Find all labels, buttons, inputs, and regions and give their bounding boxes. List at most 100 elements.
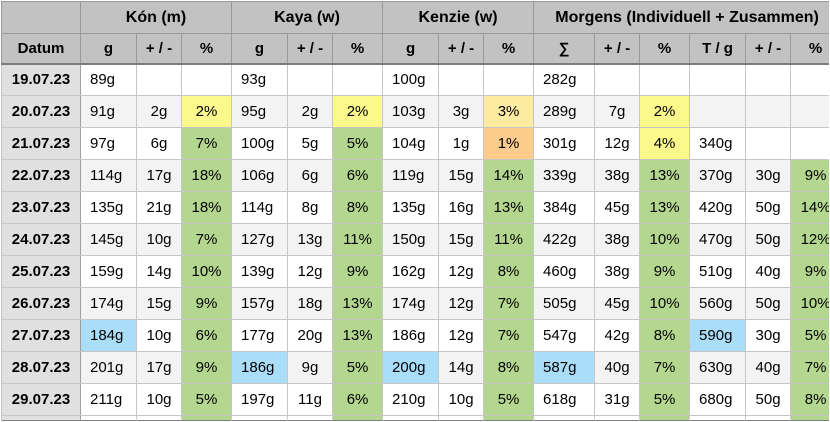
cell-r10-c11[interactable]: 5%: [639, 383, 691, 416]
column-header-4[interactable]: g: [231, 33, 289, 65]
date-cell[interactable]: 23.07.23: [1, 191, 81, 224]
cell-r8-c0[interactable]: 184g: [80, 319, 137, 352]
cell-r2-c10[interactable]: 12g: [594, 127, 641, 160]
cell-r7-c8[interactable]: 7%: [483, 287, 535, 320]
cell-r9-c3[interactable]: 186g: [231, 351, 289, 384]
group-header-kaya[interactable]: Kaya (w): [231, 1, 384, 34]
cell-r1-c6[interactable]: 103g: [382, 95, 440, 128]
cell-r8-c2[interactable]: 6%: [180, 319, 233, 352]
cell-r9-c0[interactable]: 201g: [80, 351, 137, 384]
cell-r1-c1[interactable]: 2g: [136, 95, 182, 128]
cell-r2-c14[interactable]: [790, 127, 829, 160]
cell-r1-c14[interactable]: [790, 95, 829, 128]
cell-r1-c13[interactable]: [745, 95, 792, 128]
cell-r5-c13[interactable]: 50g: [745, 223, 792, 256]
cell-r7-c10[interactable]: 45g: [594, 287, 641, 320]
cell-r4-c12[interactable]: 420g: [689, 191, 747, 224]
column-header-5[interactable]: + / -: [287, 33, 334, 65]
cell-r8-c5[interactable]: 13%: [332, 319, 384, 352]
date-cell[interactable]: 26.07.23: [1, 287, 81, 320]
column-header-14[interactable]: + / -: [745, 33, 792, 65]
cell-r5-c6[interactable]: 150g: [382, 223, 440, 256]
cell-r7-c11[interactable]: 10%: [639, 287, 691, 320]
cell-r5-c3[interactable]: 127g: [231, 223, 289, 256]
column-header-6[interactable]: %: [332, 33, 384, 65]
date-cell[interactable]: 22.07.23: [1, 159, 81, 192]
cell-r3-c11[interactable]: 13%: [639, 159, 691, 192]
cell-r2-c7[interactable]: 1g: [438, 127, 485, 160]
cell-r10-c9[interactable]: 618g: [533, 383, 596, 416]
date-cell[interactable]: 28.07.23: [1, 351, 81, 384]
cell-r5-c2[interactable]: 7%: [180, 223, 233, 256]
date-cell[interactable]: 20.07.23: [1, 95, 81, 128]
cell-r2-c5[interactable]: 5%: [332, 127, 384, 160]
cell-r6-c14[interactable]: 9%: [790, 255, 829, 288]
cell-r10-c13[interactable]: 50g: [745, 383, 792, 416]
cell-r5-c5[interactable]: 11%: [332, 223, 384, 256]
cell-r6-c7[interactable]: 12g: [438, 255, 485, 288]
cell-r4-c9[interactable]: 384g: [533, 191, 596, 224]
date-cell[interactable]: 29.07.23: [1, 383, 81, 416]
cell-r5-c10[interactable]: 38g: [594, 223, 641, 256]
cell-r10-c2[interactable]: 5%: [180, 383, 233, 416]
cell-r8-c7[interactable]: 12g: [438, 319, 485, 352]
date-cell[interactable]: 19.07.23: [1, 63, 81, 96]
cell-r2-c1[interactable]: 6g: [136, 127, 182, 160]
cell-r5-c9[interactable]: 422g: [533, 223, 596, 256]
cell-r7-c1[interactable]: 15g: [136, 287, 182, 320]
cell-r0-c7[interactable]: [438, 63, 485, 96]
cell-r9-c9[interactable]: 587g: [533, 351, 596, 384]
cell-r7-c7[interactable]: 12g: [438, 287, 485, 320]
cell-r11-c9[interactable]: [533, 415, 596, 421]
cell-r4-c5[interactable]: 8%: [332, 191, 384, 224]
cell-r8-c11[interactable]: 8%: [639, 319, 691, 352]
cell-r2-c4[interactable]: 5g: [287, 127, 334, 160]
cell-r7-c0[interactable]: 174g: [80, 287, 137, 320]
cell-r7-c4[interactable]: 18g: [287, 287, 334, 320]
cell-r11-c10[interactable]: [594, 415, 641, 421]
cell-r7-c5[interactable]: 13%: [332, 287, 384, 320]
cell-r6-c12[interactable]: 510g: [689, 255, 747, 288]
cell-r10-c4[interactable]: 11g: [287, 383, 334, 416]
cell-r3-c2[interactable]: 18%: [180, 159, 233, 192]
cell-r7-c12[interactable]: 560g: [689, 287, 747, 320]
cell-r7-c3[interactable]: 157g: [231, 287, 289, 320]
cell-r5-c0[interactable]: 145g: [80, 223, 137, 256]
cell-r3-c12[interactable]: 370g: [689, 159, 747, 192]
cell-r0-c10[interactable]: [594, 63, 641, 96]
cell-r8-c8[interactable]: 7%: [483, 319, 535, 352]
cell-r11-c13[interactable]: [745, 415, 792, 421]
cell-r2-c12[interactable]: 340g: [689, 127, 747, 160]
cell-r8-c13[interactable]: 30g: [745, 319, 792, 352]
cell-r11-c8[interactable]: [483, 415, 535, 421]
cell-r2-c8[interactable]: 1%: [483, 127, 535, 160]
cell-r11-c14[interactable]: [790, 415, 829, 421]
cell-r0-c6[interactable]: 100g: [382, 63, 440, 96]
cell-r8-c12[interactable]: 590g: [689, 319, 747, 352]
cell-r6-c11[interactable]: 9%: [639, 255, 691, 288]
cell-r3-c5[interactable]: 6%: [332, 159, 384, 192]
cell-r10-c1[interactable]: 10g: [136, 383, 182, 416]
cell-r6-c6[interactable]: 162g: [382, 255, 440, 288]
cell-r7-c2[interactable]: 9%: [180, 287, 233, 320]
group-header-morgens[interactable]: Morgens (Individuell + Zusammen): [533, 1, 829, 34]
column-header-1[interactable]: g: [80, 33, 137, 65]
cell-r9-c14[interactable]: 7%: [790, 351, 829, 384]
cell-r8-c4[interactable]: 20g: [287, 319, 334, 352]
cell-r0-c14[interactable]: [790, 63, 829, 96]
cell-r9-c12[interactable]: 630g: [689, 351, 747, 384]
cell-r2-c13[interactable]: [745, 127, 792, 160]
cell-r1-c3[interactable]: 95g: [231, 95, 289, 128]
cell-r10-c12[interactable]: 680g: [689, 383, 747, 416]
cell-r3-c3[interactable]: 106g: [231, 159, 289, 192]
date-cell[interactable]: [1, 415, 81, 421]
cell-r3-c14[interactable]: 9%: [790, 159, 829, 192]
cell-r6-c1[interactable]: 14g: [136, 255, 182, 288]
cell-r0-c5[interactable]: [332, 63, 384, 96]
corner-cell[interactable]: [1, 1, 81, 34]
column-header-datum[interactable]: Datum: [1, 33, 81, 65]
cell-r1-c11[interactable]: 2%: [639, 95, 691, 128]
cell-r9-c1[interactable]: 17g: [136, 351, 182, 384]
cell-r11-c5[interactable]: [332, 415, 384, 421]
cell-r8-c1[interactable]: 10g: [136, 319, 182, 352]
